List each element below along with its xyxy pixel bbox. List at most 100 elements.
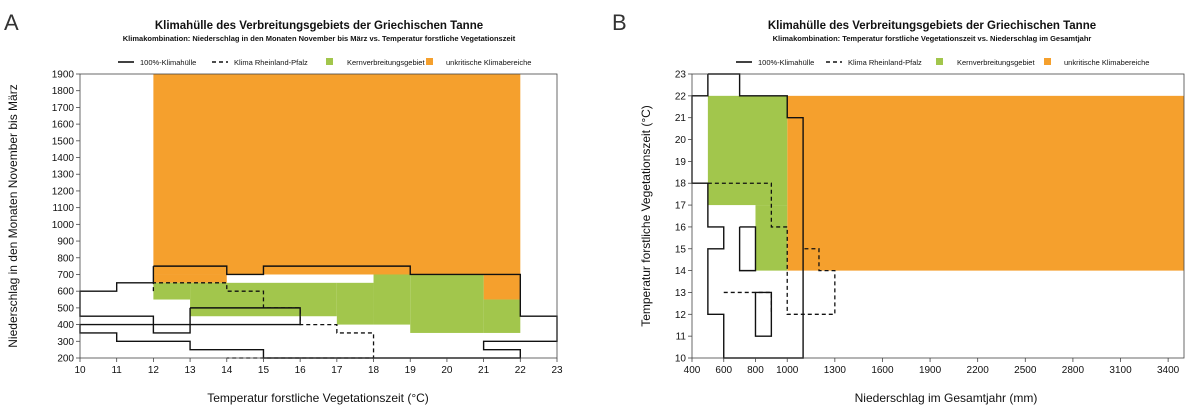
panel-b-y-tick-label: 14 [675, 266, 687, 277]
panel-b-y-tick-label: 22 [675, 91, 687, 102]
panel-b-letter: B [612, 10, 627, 35]
panel-b-y-tick-label: 19 [675, 157, 687, 168]
panel-a-y-tick-label: 1400 [52, 153, 75, 164]
panel-a-y-tick-label: 1800 [52, 86, 75, 97]
legend-uncritical-swatch [1044, 58, 1051, 65]
legend-uncritical-label: unkritische Klimabereiche [446, 58, 531, 67]
panel-b-uncritical-region [787, 95, 1184, 271]
panel-b-x-tick-label: 3400 [1157, 365, 1180, 376]
panel-b-x-tick-label: 600 [715, 365, 732, 376]
panel-a-core-region [153, 282, 191, 300]
panel-a-x-tick-label: 20 [441, 365, 453, 376]
panel-b-x-tick-label: 2500 [1014, 365, 1037, 376]
panel-a-x-tick-label: 18 [368, 365, 380, 376]
panel-b-x-tick-label: 400 [684, 365, 701, 376]
panel-a-y-tick-label: 1600 [52, 120, 75, 131]
legend-uncritical-swatch [426, 58, 433, 65]
panel-a-envelope-line [79, 265, 558, 359]
panel-b-plot: 400 600 800 1000 1300 1600 1900 2200 2500 2800 310… [675, 70, 1185, 376]
panel-b-y-tick-label: 18 [675, 179, 687, 190]
panel-b-x-tick-label: 3100 [1109, 365, 1132, 376]
panel-a-y-tick-label: 500 [57, 303, 74, 314]
panel-a-y-tick-label: 1700 [52, 103, 75, 114]
panel-a-plot-frame [79, 73, 558, 359]
panel-b-envelope-line [738, 226, 757, 272]
panel-b-x-tick-label: 1600 [871, 365, 894, 376]
panel-a-y-tick-label: 1200 [52, 186, 75, 197]
panel-a: A Klimahülle des Verbreitungsgebiets der… [4, 10, 563, 405]
panel-a-x-tick-label: 21 [478, 365, 490, 376]
panel-b-x-tick-label: 2200 [967, 365, 990, 376]
panel-a-uncritical-region [153, 74, 521, 275]
legend-rlp-label: Klima Rheinland-Pfalz [234, 58, 308, 67]
panel-b-y-axis-label: Temperatur forstliche Vegetationszeit (°… [639, 105, 653, 327]
panel-b-y-tick-label: 15 [675, 244, 687, 255]
panel-a-y-tick-label: 400 [57, 320, 74, 331]
panel-a-x-tick-label: 14 [221, 365, 233, 376]
panel-b-core-region [707, 95, 788, 206]
panel-a-x-axis-label: Temperatur forstliche Vegetationszeit (°… [207, 391, 429, 405]
panel-a-y-tick-label: 1900 [52, 70, 75, 81]
panel-a-letter: A [4, 10, 19, 35]
panel-b-x-axis-label: Niederschlag im Gesamtjahr (mm) [855, 391, 1038, 405]
panel-a-plot: 10 11 12 13 14 15 16 17 18 19 20 21 22 23 200 300 400 500… [52, 70, 563, 377]
panel-a-y-tick-label: 1500 [52, 136, 75, 147]
legend-core-swatch [936, 58, 943, 65]
panel-a-core-region [483, 299, 521, 333]
panel-a-core-region [373, 274, 411, 325]
panel-a-x-tick-label: 15 [258, 365, 270, 376]
panel-a-core-region [410, 274, 484, 333]
legend-uncritical-label: unkritische Klimabereiche [1064, 58, 1149, 67]
panel-b-core-region [755, 205, 788, 271]
panel-b-x-tick-label: 1300 [824, 365, 847, 376]
panel-a-y-tick-label: 800 [57, 253, 74, 264]
panel-a-y-tick-label: 700 [57, 270, 74, 281]
panel-b-envelope-line [754, 291, 773, 337]
panel-b-y-tick-label: 23 [675, 70, 687, 81]
panel-b-plot-frame [691, 73, 1185, 359]
panel-a-x-tick-label: 22 [515, 365, 527, 376]
panel-b-y-tick-label: 10 [675, 354, 687, 365]
panel-a-x-tick-label: 23 [551, 365, 563, 376]
panel-b-y-tick-label: 13 [675, 288, 687, 299]
panel-a-y-tick-label: 1100 [52, 203, 74, 214]
panel-a-y-tick-label: 1300 [52, 170, 75, 181]
legend-envelope-label: 100%-Klimahülle [140, 58, 196, 67]
panel-b-y-tick-label: 11 [676, 332, 687, 343]
panel-a-title: Klimahülle des Verbreitungsgebiets der G… [155, 20, 483, 32]
panel-b-x-tick-label: 2800 [1062, 365, 1085, 376]
panel-a-y-axis-label: Niederschlag in den Monaten November bis… [6, 84, 20, 347]
panel-a-uncritical-region [263, 266, 411, 275]
panel-a-x-tick-label: 19 [405, 365, 417, 376]
panel-b-y-tick-label: 17 [675, 201, 687, 212]
panel-a-subtitle: Klimakombination: Niederschlag in den Mo… [123, 34, 516, 43]
panel-a-x-tick-label: 13 [185, 365, 197, 376]
panel-b-x-tick-label: 1900 [919, 365, 942, 376]
panel-a-uncritical-region [153, 274, 227, 283]
panel-b-y-tick-label: 21 [675, 113, 687, 124]
panel-b-title: Klimahülle des Verbreitungsgebiets der G… [768, 20, 1096, 32]
panel-a-x-tick-label: 11 [111, 365, 122, 376]
panel-b-rlp-line [707, 182, 836, 315]
legend-core-label: Kernverbreitungsgebiet [957, 58, 1035, 67]
panel-a-y-tick-label: 300 [57, 337, 74, 348]
panel-b-y-tick-label: 12 [675, 310, 687, 321]
panel-b-subtitle: Klimakombination: Temperatur forstliche … [773, 34, 1092, 43]
panel-a-uncritical-region [483, 274, 521, 300]
panel-a-y-tick-label: 200 [57, 354, 74, 365]
panel-a-x-tick-label: 12 [148, 365, 160, 376]
panel-b-rlp-line [723, 291, 773, 315]
panel-b-y-tick-label: 16 [675, 222, 687, 233]
panel-a-legend: 100%-Klimahülle Klima Rheinland-Pfalz Ke… [118, 58, 531, 67]
panel-a-x-tick-label: 16 [295, 365, 307, 376]
panel-a-y-tick-label: 600 [57, 287, 74, 298]
legend-envelope-label: 100%-Klimahülle [758, 58, 814, 67]
legend-core-label: Kernverbreitungsgebiet [347, 58, 425, 67]
panel-a-core-region [336, 282, 374, 325]
panel-a-y-tick-label: 900 [57, 237, 74, 248]
panel-b-x-tick-label: 800 [747, 365, 764, 376]
panel-a-x-tick-label: 10 [74, 365, 86, 376]
panel-b-y-tick-label: 20 [675, 135, 687, 146]
panel-b-x-tick-label: 1000 [776, 365, 799, 376]
